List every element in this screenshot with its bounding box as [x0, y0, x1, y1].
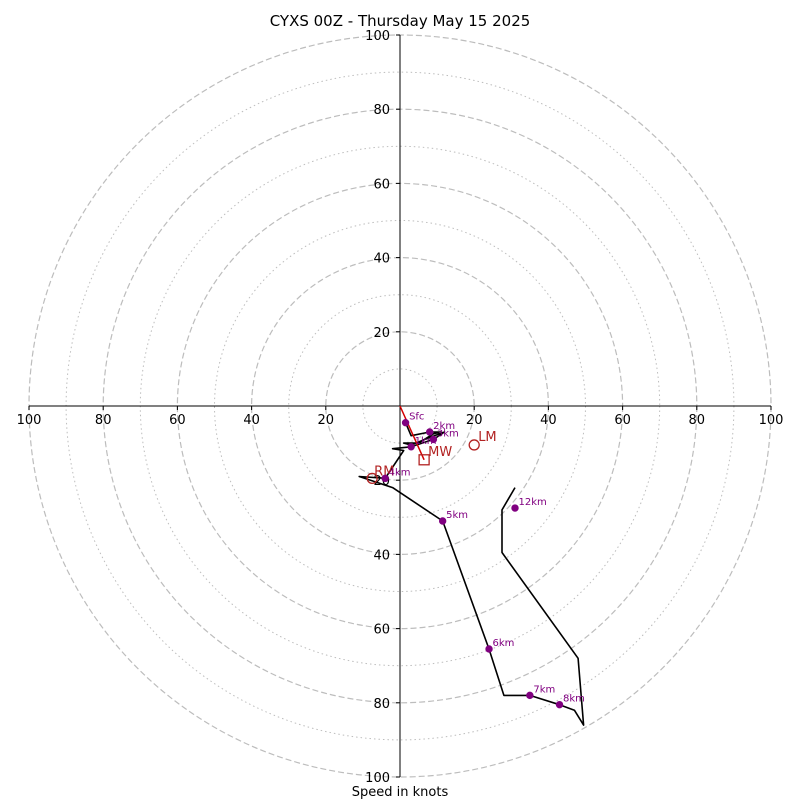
x-tick-label: 80 — [95, 413, 112, 428]
shear-line — [399, 405, 425, 461]
motion-marker-lm — [468, 439, 480, 451]
height-label-12km: 12km — [519, 497, 547, 508]
y-tick-label: 60 — [373, 177, 390, 192]
height-label-sfc: Sfc — [409, 412, 424, 423]
y-tick-label: 80 — [373, 103, 390, 118]
y-tick-label: 40 — [373, 548, 390, 563]
x-tick-label: 40 — [540, 413, 557, 428]
x-tick-label: 40 — [243, 413, 260, 428]
x-axis-label: Speed in knots — [352, 785, 449, 800]
height-marker-8km — [555, 700, 564, 709]
height-marker-1km — [407, 443, 415, 451]
x-tick-label: 60 — [169, 413, 186, 428]
motion-marker-mw — [418, 454, 430, 466]
motion-label-rm: RM — [374, 464, 394, 479]
y-tick-label: 60 — [373, 623, 390, 638]
x-tick-label: 80 — [689, 413, 706, 428]
height-marker-12km — [511, 504, 519, 512]
shear-vector — [399, 405, 425, 461]
chart-title: CYXS 00Z - Thursday May 15 2025 — [270, 12, 531, 30]
height-marker-4km — [381, 474, 389, 483]
height-label-4km: 4km — [389, 467, 411, 478]
y-tick-label: 40 — [373, 252, 390, 267]
hodograph-line — [358, 422, 585, 726]
height-label-6km: 6km — [493, 638, 515, 649]
x-tick-label: 100 — [759, 413, 784, 428]
height-label-8km: 8km — [563, 694, 585, 705]
x-tick-label: 20 — [318, 413, 335, 428]
height-marker-2km — [425, 428, 434, 436]
height-label-3km: 3km — [437, 428, 459, 439]
height-label-5km: 5km — [446, 510, 468, 521]
y-tick-label: 100 — [365, 29, 390, 44]
height-marker-3km — [429, 435, 438, 444]
tick-labels: 100 80 60 40 20 20 40 60 80 100100806040202040608… — [17, 29, 784, 786]
hodograph-trace — [358, 422, 585, 726]
y-tick-label: 20 — [373, 326, 390, 341]
motion-label-mw: MW — [428, 445, 452, 460]
motion-marker-rm — [366, 472, 378, 484]
height-marker-sfc — [401, 418, 410, 427]
x-tick-label: 20 — [466, 413, 483, 428]
y-tick-label: 100 — [365, 771, 390, 786]
y-tick-label: 80 — [373, 697, 390, 712]
x-tick-label: 100 — [17, 413, 42, 428]
height-label-7km: 7km — [533, 684, 555, 695]
height-label-1km: 1km — [415, 436, 437, 447]
storm-motions: LM MW RM — [366, 430, 497, 484]
height-label-2km: 2km — [433, 421, 455, 432]
height-marker-6km — [485, 645, 493, 653]
x-tick-label: 60 — [614, 413, 631, 428]
height-marker-5km — [438, 517, 447, 525]
height-marker-7km — [526, 691, 534, 700]
motion-label-lm: LM — [478, 430, 496, 445]
